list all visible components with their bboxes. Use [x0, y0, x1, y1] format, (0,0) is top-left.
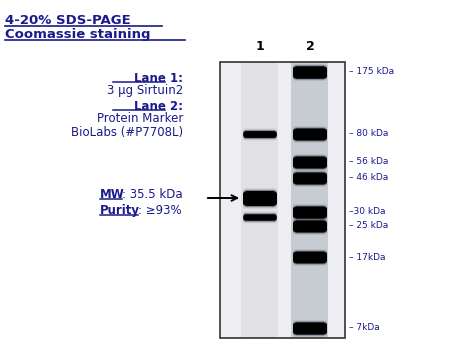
Text: –30 kDa: –30 kDa	[349, 207, 386, 216]
Text: – 56 kDa: – 56 kDa	[349, 158, 388, 166]
Text: – 25 kDa: – 25 kDa	[349, 221, 388, 230]
Text: – 46 kDa: – 46 kDa	[349, 174, 388, 183]
Text: Lane 2:: Lane 2:	[134, 100, 183, 113]
Text: – 175 kDa: – 175 kDa	[349, 68, 394, 77]
Text: – 7kDa: – 7kDa	[349, 324, 380, 333]
Text: : ≥93%: : ≥93%	[138, 204, 182, 217]
Text: Protein Marker: Protein Marker	[97, 112, 183, 125]
Text: 3 μg Sirtuin2: 3 μg Sirtuin2	[107, 84, 183, 97]
Text: BioLabs (#P7708L): BioLabs (#P7708L)	[71, 126, 183, 139]
Text: – 17kDa: – 17kDa	[349, 252, 386, 261]
Text: Coomassie staining: Coomassie staining	[5, 28, 150, 41]
Text: : 35.5 kDa: : 35.5 kDa	[122, 188, 183, 201]
Text: 4-20% SDS-PAGE: 4-20% SDS-PAGE	[5, 14, 131, 27]
Text: Purity: Purity	[100, 204, 140, 217]
Text: 2: 2	[306, 40, 315, 53]
Text: 1: 1	[256, 40, 265, 53]
Text: MW: MW	[100, 188, 125, 201]
Bar	[220, 62, 345, 338]
Text: – 80 kDa: – 80 kDa	[349, 130, 388, 139]
Text: Lane 1:: Lane 1:	[134, 72, 183, 85]
